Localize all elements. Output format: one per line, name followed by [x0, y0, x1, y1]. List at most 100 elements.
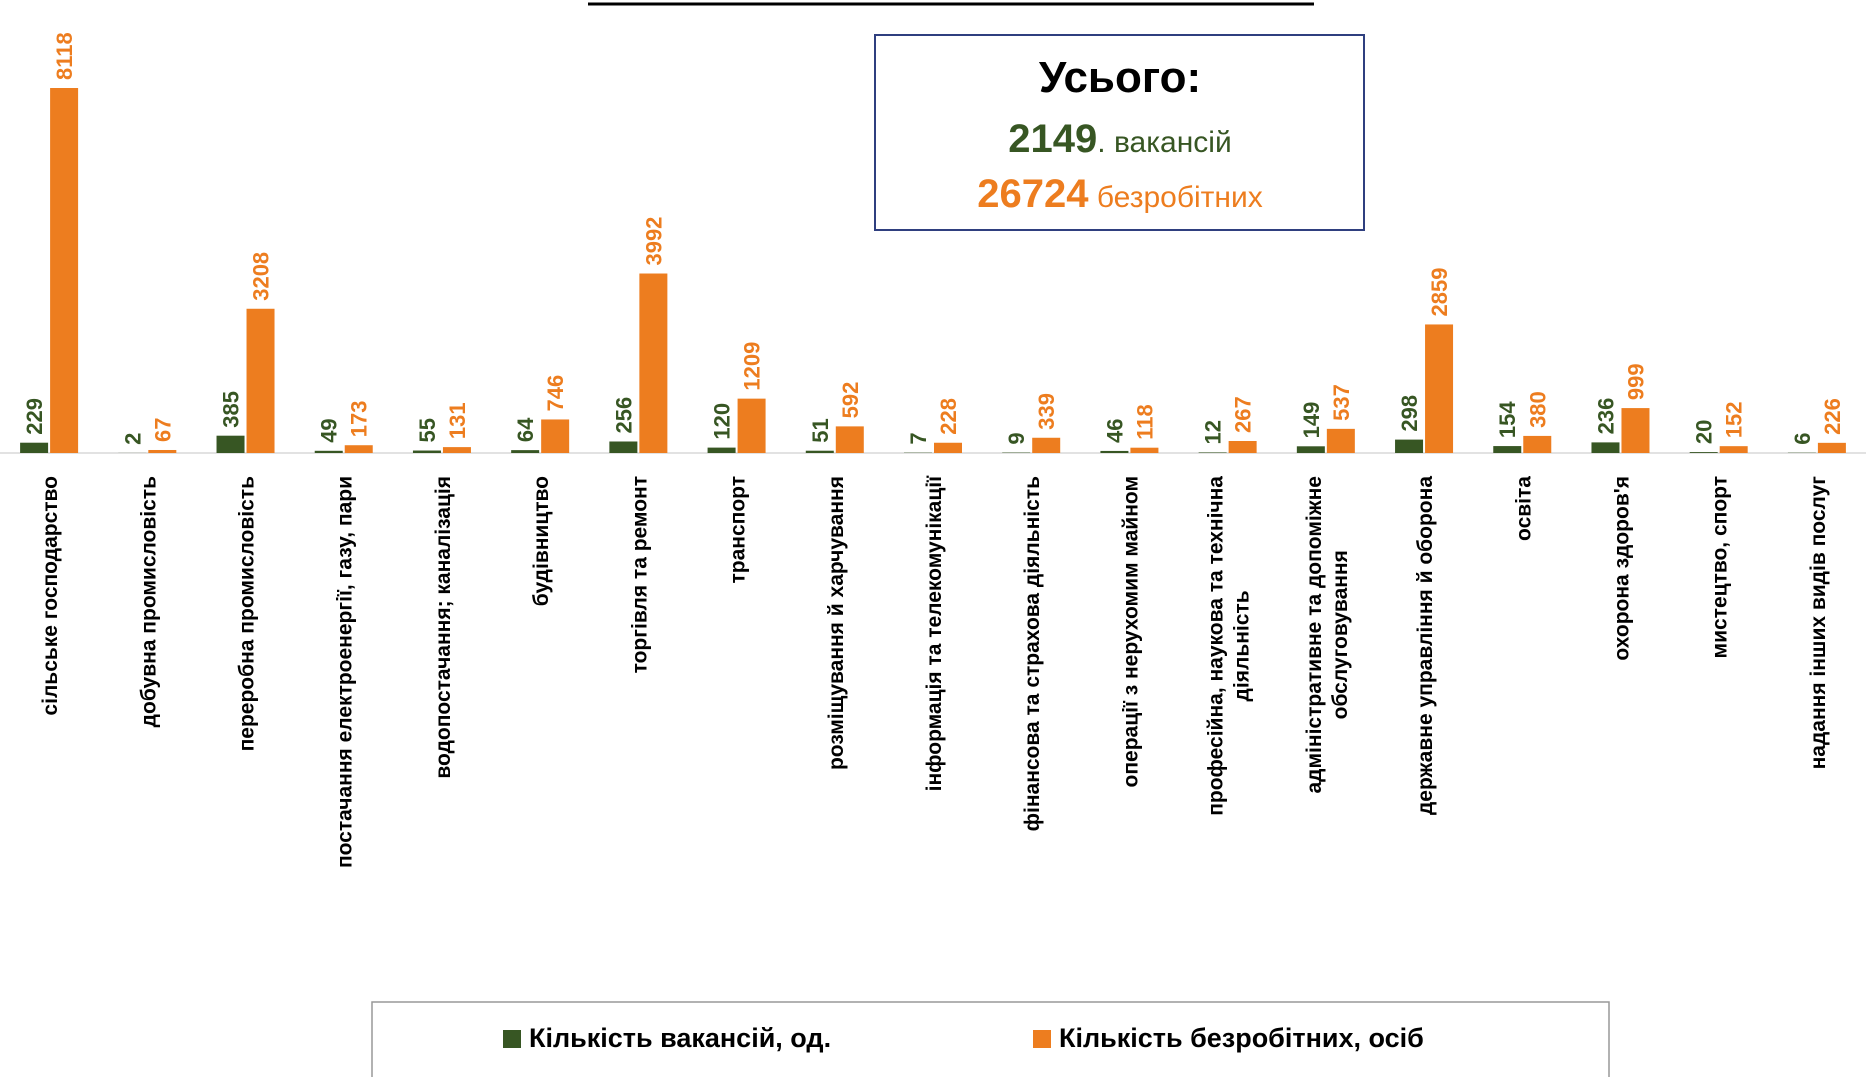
- data-label: 267: [1231, 396, 1256, 433]
- bar: [1425, 324, 1453, 453]
- label-line: надання інших видів послуг: [1807, 476, 1830, 770]
- summary-value: 2149: [1008, 117, 1097, 161]
- data-label: 7: [906, 432, 931, 444]
- x-tick-label: надання інших видів послуг: [1807, 476, 1830, 770]
- label-line: обслуговування: [1329, 550, 1352, 719]
- data-label: 2: [120, 433, 145, 445]
- bar: [1720, 446, 1748, 453]
- data-label: 173: [347, 401, 372, 438]
- x-tick-label: добувна промисловість: [137, 476, 160, 727]
- bar: [1493, 446, 1521, 453]
- data-label: 537: [1329, 384, 1354, 421]
- x-tick-label: освіта: [1512, 476, 1535, 541]
- data-label: 2859: [1427, 268, 1452, 317]
- bar: [1229, 441, 1257, 453]
- bar: [541, 419, 569, 453]
- data-label: 67: [150, 418, 175, 442]
- label-line: розміщування й харчування: [825, 476, 848, 770]
- label-line: водопостачання; каналізація: [432, 476, 455, 779]
- x-tick-label: переробна промисловість: [236, 476, 259, 751]
- x-tick-label: операції з нерухомим майном: [1119, 476, 1142, 787]
- label-line: операції з нерухомим майном: [1119, 476, 1142, 787]
- label-line: торгівля та ремонт: [628, 476, 651, 673]
- data-label: 46: [1102, 418, 1127, 442]
- bar: [1327, 429, 1355, 453]
- bar: [413, 451, 441, 453]
- x-tick-label: мистецтво, спорт: [1709, 476, 1732, 658]
- x-tick-label: інформація та телекомунікації: [923, 475, 946, 791]
- bar: [639, 274, 667, 453]
- legend-swatch: [1033, 1030, 1051, 1048]
- x-tick-label: транспорт: [727, 476, 750, 584]
- bar: [345, 445, 373, 453]
- label-line: сільське господарство: [39, 476, 62, 716]
- summary-title: Усього:: [1039, 53, 1201, 102]
- data-label: 746: [543, 375, 568, 412]
- data-label: 339: [1034, 393, 1059, 430]
- data-label: 8118: [52, 32, 77, 80]
- data-label: 592: [838, 382, 863, 419]
- bar: [1199, 452, 1227, 453]
- bar: [315, 451, 343, 453]
- x-tick-label: будівництво: [530, 476, 553, 606]
- bar: [443, 447, 471, 453]
- summary-text: безробітних: [1088, 181, 1262, 214]
- data-label: 228: [936, 398, 961, 435]
- data-label: 51: [808, 418, 833, 442]
- label-line: постачання електроенергії, газу, пари: [334, 476, 357, 868]
- x-tick-label: державне управління й оборона: [1414, 476, 1437, 815]
- label-line: мистецтво, спорт: [1709, 476, 1732, 658]
- bar: [836, 426, 864, 453]
- summary-text: . вакансій: [1097, 126, 1231, 159]
- bar: [1100, 451, 1128, 453]
- bar: [1818, 443, 1846, 453]
- bar: [1297, 446, 1325, 453]
- bar: [1690, 452, 1718, 453]
- label-line: транспорт: [727, 476, 750, 584]
- bar: [609, 441, 637, 453]
- data-label: 12: [1201, 420, 1226, 444]
- data-label: 20: [1692, 420, 1717, 444]
- data-label: 149: [1299, 402, 1324, 439]
- bar: [1032, 438, 1060, 453]
- data-label: 64: [513, 417, 538, 442]
- bar: [20, 443, 48, 453]
- bar: [511, 450, 539, 453]
- data-label: 999: [1623, 363, 1648, 400]
- data-label: 385: [219, 391, 244, 428]
- bar: [738, 399, 766, 453]
- label-line: добувна промисловість: [137, 476, 160, 727]
- label-line: охорона здоров'я: [1610, 476, 1633, 661]
- data-label: 256: [611, 397, 636, 434]
- bar: [1130, 448, 1158, 453]
- data-label: 154: [1495, 401, 1520, 438]
- bar: [1621, 408, 1649, 453]
- label-line: професійна, наукова та технічна: [1205, 476, 1228, 816]
- x-tick-label: водопостачання; каналізація: [432, 476, 455, 779]
- data-label: 55: [415, 418, 440, 442]
- data-label: 152: [1722, 401, 1747, 438]
- legend-swatch: [503, 1030, 521, 1048]
- x-tick-label: постачання електроенергії, газу, пари: [334, 476, 357, 868]
- bar: [806, 451, 834, 453]
- label-line: інформація та телекомунікації: [923, 475, 946, 791]
- data-label: 229: [22, 398, 47, 435]
- bar: [217, 436, 245, 453]
- label-line: державне управління й оборона: [1414, 476, 1437, 815]
- data-label: 298: [1397, 395, 1422, 432]
- legend-label: Кількість вакансій, од.: [529, 1023, 831, 1053]
- summary-value: 26724: [977, 172, 1089, 216]
- x-tick-label: охорона здоров'я: [1610, 476, 1633, 661]
- data-label: 49: [317, 418, 342, 442]
- bar: [247, 309, 275, 453]
- data-label: 236: [1593, 398, 1618, 435]
- label-line: адміністративне та допоміжне: [1303, 476, 1326, 793]
- x-tick-label: торгівля та ремонт: [628, 476, 651, 673]
- label-line: фінансова та страхова діяльність: [1021, 476, 1044, 831]
- bar: [1591, 442, 1619, 453]
- bar: [1523, 436, 1551, 453]
